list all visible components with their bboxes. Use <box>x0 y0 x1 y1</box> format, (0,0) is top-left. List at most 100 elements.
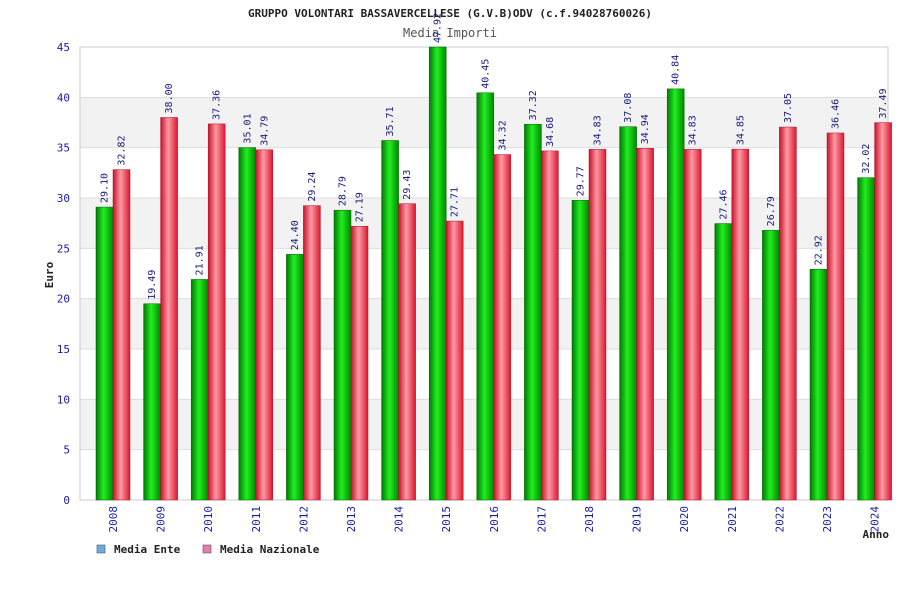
bar-media-ente-2011 <box>238 147 257 501</box>
x-tick-label-2013: 2013 <box>345 506 358 533</box>
data-label-media-ente-2021: 27.46 <box>718 189 729 219</box>
x-tick-label-2023: 2023 <box>821 506 834 533</box>
y-tick-label: 15 <box>57 343 70 356</box>
bar-media-nazionale-2016 <box>493 154 512 501</box>
legend-swatch-media-ente <box>96 544 106 554</box>
bar-media-ente-2012 <box>286 254 304 501</box>
data-label-media-nazionale-2015: 27.71 <box>450 187 461 217</box>
data-labels: 29.10 32.82 19.49 38.00 21.91 37.36 35.01 34.79… <box>100 13 890 300</box>
data-label-media-ente-2023: 22.92 <box>814 235 825 265</box>
chart-title: GRUPPO VOLONTARI BASSAVERCELLESE (G.V.B)… <box>248 7 652 20</box>
data-label-media-ente-2017: 37.32 <box>528 90 539 120</box>
data-label-media-ente-2012: 24.40 <box>290 220 301 250</box>
x-tick-label-2011: 2011 <box>250 506 263 533</box>
x-axis-ticks: 2008 2009 2010 2011 2012 2013 2014 2015 2016 2017… <box>107 506 882 533</box>
y-axis-ticks: 0 5 10 15 20 25 30 35 40 45 <box>57 41 70 507</box>
chart-subtitle: Media Importi <box>403 26 497 40</box>
legend-item-media-ente: Media Ente <box>96 543 181 556</box>
bar-media-nazionale-2015 <box>445 220 464 501</box>
bar-media-ente-2009 <box>143 303 161 501</box>
bar-media-nazionale-2023 <box>826 132 845 501</box>
data-label-media-ente-2015: 47.92 <box>433 13 444 43</box>
data-label-media-ente-2020: 40.84 <box>671 55 682 85</box>
x-tick-label-2019: 2019 <box>631 506 644 533</box>
bar-media-ente-2015 <box>428 46 447 501</box>
data-label-media-ente-2014: 35.71 <box>385 106 396 136</box>
data-label-media-nazionale-2021: 34.85 <box>735 115 746 145</box>
legend: Media Ente Media Nazionale <box>96 543 320 556</box>
data-label-media-nazionale-2024: 37.49 <box>878 88 889 118</box>
data-label-media-nazionale-2009: 38.00 <box>164 83 175 113</box>
x-axis-label: Anno <box>863 528 890 541</box>
bar-media-ente-2020 <box>666 88 685 501</box>
data-label-media-ente-2019: 37.08 <box>623 93 634 123</box>
bar-media-ente-2014 <box>381 140 399 501</box>
bar-media-nazionale-2024 <box>874 122 892 501</box>
x-tick-label-2012: 2012 <box>297 506 310 533</box>
x-tick-label-2024: 2024 <box>869 506 882 533</box>
y-tick-label: 0 <box>63 494 70 507</box>
x-tick-label-2018: 2018 <box>583 506 596 533</box>
data-label-media-ente-2010: 21.91 <box>195 245 206 275</box>
data-label-media-nazionale-2008: 32.82 <box>117 136 128 166</box>
bar-media-ente-2008 <box>95 206 114 501</box>
bar-media-nazionale-2009 <box>160 117 178 501</box>
x-tick-label-2021: 2021 <box>726 506 739 533</box>
y-tick-label: 10 <box>57 393 70 406</box>
data-label-media-ente-2024: 32.02 <box>861 144 872 174</box>
x-tick-label-2017: 2017 <box>535 506 548 533</box>
x-tick-label-2015: 2015 <box>440 506 453 533</box>
bar-media-nazionale-2013 <box>350 226 369 501</box>
bar-media-nazionale-2010 <box>207 123 226 501</box>
legend-swatch-media-nazionale <box>202 544 212 554</box>
bars <box>95 46 892 501</box>
data-label-media-nazionale-2023: 36.46 <box>831 99 842 129</box>
bar-media-ente-2021 <box>714 223 733 501</box>
bar-media-ente-2023 <box>809 269 828 501</box>
bar-media-nazionale-2008 <box>112 169 131 501</box>
bar-media-ente-2013 <box>333 209 352 501</box>
data-label-media-ente-2016: 40.45 <box>480 59 491 89</box>
bar-media-nazionale-2020 <box>683 149 702 501</box>
bar-media-nazionale-2022 <box>779 126 797 501</box>
y-tick-label: 30 <box>57 192 70 205</box>
x-tick-label-2008: 2008 <box>107 506 120 533</box>
bar-media-nazionale-2011 <box>255 149 274 501</box>
x-tick-label-2010: 2010 <box>202 506 215 533</box>
bar-media-nazionale-2012 <box>303 205 321 501</box>
bar-media-nazionale-2017 <box>541 150 559 501</box>
bar-media-ente-2019 <box>619 126 637 501</box>
bar-media-nazionale-2019 <box>636 148 654 501</box>
data-label-media-nazionale-2013: 27.19 <box>355 192 366 222</box>
data-label-media-ente-2013: 28.79 <box>338 176 349 206</box>
bar-media-ente-2022 <box>762 230 780 501</box>
bar-media-ente-2016 <box>476 92 495 501</box>
data-label-media-ente-2022: 26.79 <box>766 196 777 226</box>
data-label-media-ente-2008: 29.10 <box>100 173 111 203</box>
bar-media-ente-2010 <box>190 279 209 501</box>
data-label-media-nazionale-2016: 34.32 <box>497 120 508 150</box>
bar-media-nazionale-2018 <box>588 149 607 501</box>
legend-item-media-nazionale: Media Nazionale <box>202 543 320 556</box>
data-label-media-nazionale-2020: 34.83 <box>688 115 699 145</box>
x-tick-label-2022: 2022 <box>773 506 786 533</box>
data-label-media-nazionale-2010: 37.36 <box>212 90 223 120</box>
data-label-media-nazionale-2012: 29.24 <box>307 172 318 202</box>
bar-media-ente-2018 <box>571 200 590 501</box>
y-tick-label: 25 <box>57 242 70 255</box>
data-label-media-nazionale-2019: 34.94 <box>640 114 651 144</box>
x-tick-label-2020: 2020 <box>678 506 691 533</box>
data-label-media-nazionale-2022: 37.05 <box>783 93 794 123</box>
x-tick-label-2009: 2009 <box>155 506 168 533</box>
data-label-media-ente-2011: 35.01 <box>242 113 253 143</box>
x-tick-label-2014: 2014 <box>393 506 406 533</box>
bar-media-ente-2024 <box>857 177 875 501</box>
data-label-media-nazionale-2014: 29.43 <box>402 170 413 200</box>
y-tick-label: 35 <box>57 142 70 155</box>
legend-label-media-nazionale: Media Nazionale <box>220 543 320 556</box>
bar-media-ente-2017 <box>524 124 542 501</box>
data-label-media-ente-2009: 19.49 <box>147 270 158 300</box>
grid-band <box>80 47 888 98</box>
bar-media-nazionale-2014 <box>398 203 416 501</box>
